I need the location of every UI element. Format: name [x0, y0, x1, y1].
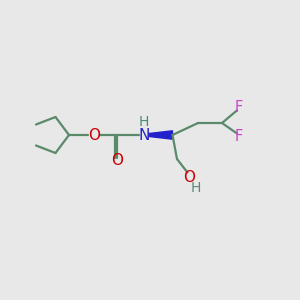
Text: H: H — [139, 116, 149, 129]
Text: O: O — [111, 153, 123, 168]
Text: F: F — [234, 129, 243, 144]
Polygon shape — [149, 131, 172, 139]
Text: H: H — [190, 181, 201, 194]
Text: O: O — [183, 169, 195, 184]
Text: N: N — [138, 128, 150, 142]
Text: F: F — [234, 100, 243, 116]
Text: O: O — [88, 128, 101, 142]
